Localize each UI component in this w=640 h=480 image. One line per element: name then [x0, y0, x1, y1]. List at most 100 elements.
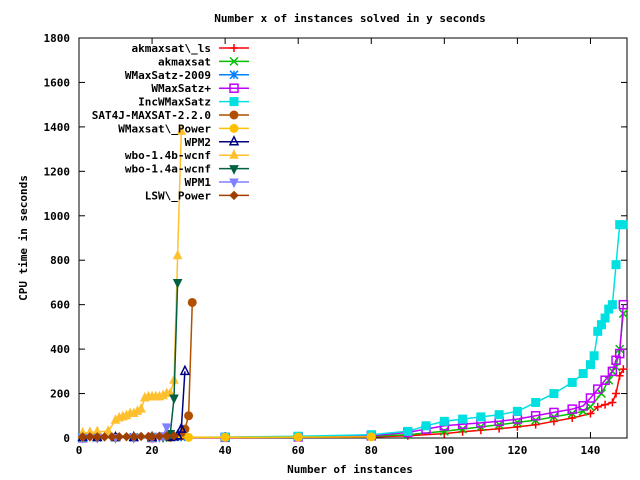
data-point	[600, 375, 610, 385]
data-point	[439, 416, 449, 426]
legend-marker	[229, 56, 239, 66]
chart-title: Number x of instances solved in y second…	[214, 12, 486, 25]
data-point	[136, 431, 146, 442]
data-point	[593, 384, 603, 394]
data-point	[600, 313, 610, 323]
data-point	[421, 421, 431, 431]
y-tick-label: 800	[50, 254, 70, 267]
data-point	[172, 278, 183, 289]
legend-item: WMaxSatz+	[151, 82, 249, 95]
legend-item: akmaxsat	[158, 55, 249, 68]
ticks: 0 200 400 600 800 1000 1200 1400 1600 1800 0 20 40 60…	[44, 32, 627, 457]
y-tick-label: 1400	[44, 121, 71, 134]
data-point	[513, 422, 522, 431]
data-point	[154, 431, 165, 441]
data-point	[169, 394, 179, 405]
x-tick-label: 140	[581, 444, 601, 457]
data-point	[585, 393, 596, 403]
x-axis-label: Number of instances	[287, 463, 413, 476]
data-point	[136, 402, 146, 413]
data-point	[607, 366, 618, 377]
legend-marker	[230, 44, 238, 52]
x-tick-label: 80	[365, 444, 378, 457]
legend-label: akmaxsat	[158, 55, 211, 68]
plot-frame	[78, 37, 628, 439]
x-tick-label: 100	[434, 444, 454, 457]
data-point	[578, 401, 588, 411]
series-1	[78, 309, 628, 443]
y-tick-label: 1800	[44, 32, 71, 45]
data-point	[586, 409, 595, 418]
legend-label: wbo-1.4b-wcnf	[125, 149, 211, 162]
legend-marker	[229, 83, 239, 93]
series-layer	[77, 125, 629, 444]
series-3	[77, 299, 629, 443]
data-point	[161, 431, 172, 441]
legend-item: IncWMaxSatz	[138, 96, 249, 109]
series-line	[82, 313, 625, 439]
y-tick-label: 200	[50, 388, 70, 401]
data-point	[107, 432, 117, 442]
data-point	[439, 426, 449, 436]
legend-marker	[229, 70, 239, 80]
data-point	[619, 365, 628, 374]
legend-item: SAT4J-MAXSAT-2.2.0	[92, 109, 249, 122]
y-tick-label: 600	[50, 299, 70, 312]
data-point	[578, 406, 588, 416]
data-point	[129, 431, 139, 442]
data-point	[172, 249, 183, 260]
legend-item: WPM2	[185, 135, 249, 149]
data-point	[531, 397, 541, 407]
x-tick-label: 40	[219, 444, 232, 457]
data-point	[366, 432, 376, 442]
legend-marker	[229, 110, 239, 120]
data-point	[494, 410, 504, 420]
legend-marker	[229, 149, 239, 159]
y-tick-label: 1600	[44, 76, 71, 89]
data-point	[607, 300, 617, 310]
legend-item: WMaxSatz-2009	[125, 69, 249, 82]
legend-marker	[229, 190, 239, 201]
data-point	[293, 432, 303, 442]
data-point	[458, 414, 468, 424]
legend-label: LSW\_Power	[145, 189, 212, 202]
data-point	[567, 404, 577, 414]
series-11	[77, 431, 179, 442]
axes	[78, 37, 628, 439]
data-point	[184, 432, 194, 442]
data-point	[612, 389, 621, 398]
data-point	[179, 364, 191, 376]
data-point	[184, 411, 194, 421]
data-point	[614, 348, 625, 359]
data-point	[530, 411, 541, 421]
x-tick-label: 0	[76, 444, 83, 457]
legend-marker	[229, 123, 239, 133]
legend-marker	[229, 178, 239, 189]
data-point	[618, 220, 628, 230]
data-point	[147, 431, 157, 442]
y-tick-label: 0	[63, 432, 70, 445]
series-line	[82, 304, 625, 439]
data-point	[601, 400, 610, 409]
data-point	[593, 402, 602, 411]
data-point	[578, 369, 588, 379]
series-line	[82, 223, 624, 439]
legend-label: WMaxSatz-2009	[125, 69, 211, 82]
legend-item: LSW\_Power	[145, 189, 249, 202]
legend-label: wbo-1.4a-wcnf	[125, 163, 211, 176]
x-tick-label: 120	[507, 444, 527, 457]
legend-item: wbo-1.4a-wcnf	[125, 163, 249, 176]
data-point	[589, 351, 599, 361]
legend-marker	[229, 165, 239, 175]
y-axis-label: CPU time in seconds	[17, 175, 30, 301]
data-point	[169, 431, 179, 441]
series-5	[78, 297, 197, 442]
x-tick-label: 60	[292, 444, 305, 457]
series-line	[82, 368, 624, 439]
series-0	[78, 365, 628, 442]
data-point	[549, 407, 559, 418]
data-point	[99, 432, 110, 442]
legend-label: akmaxsat\_ls	[132, 42, 211, 55]
